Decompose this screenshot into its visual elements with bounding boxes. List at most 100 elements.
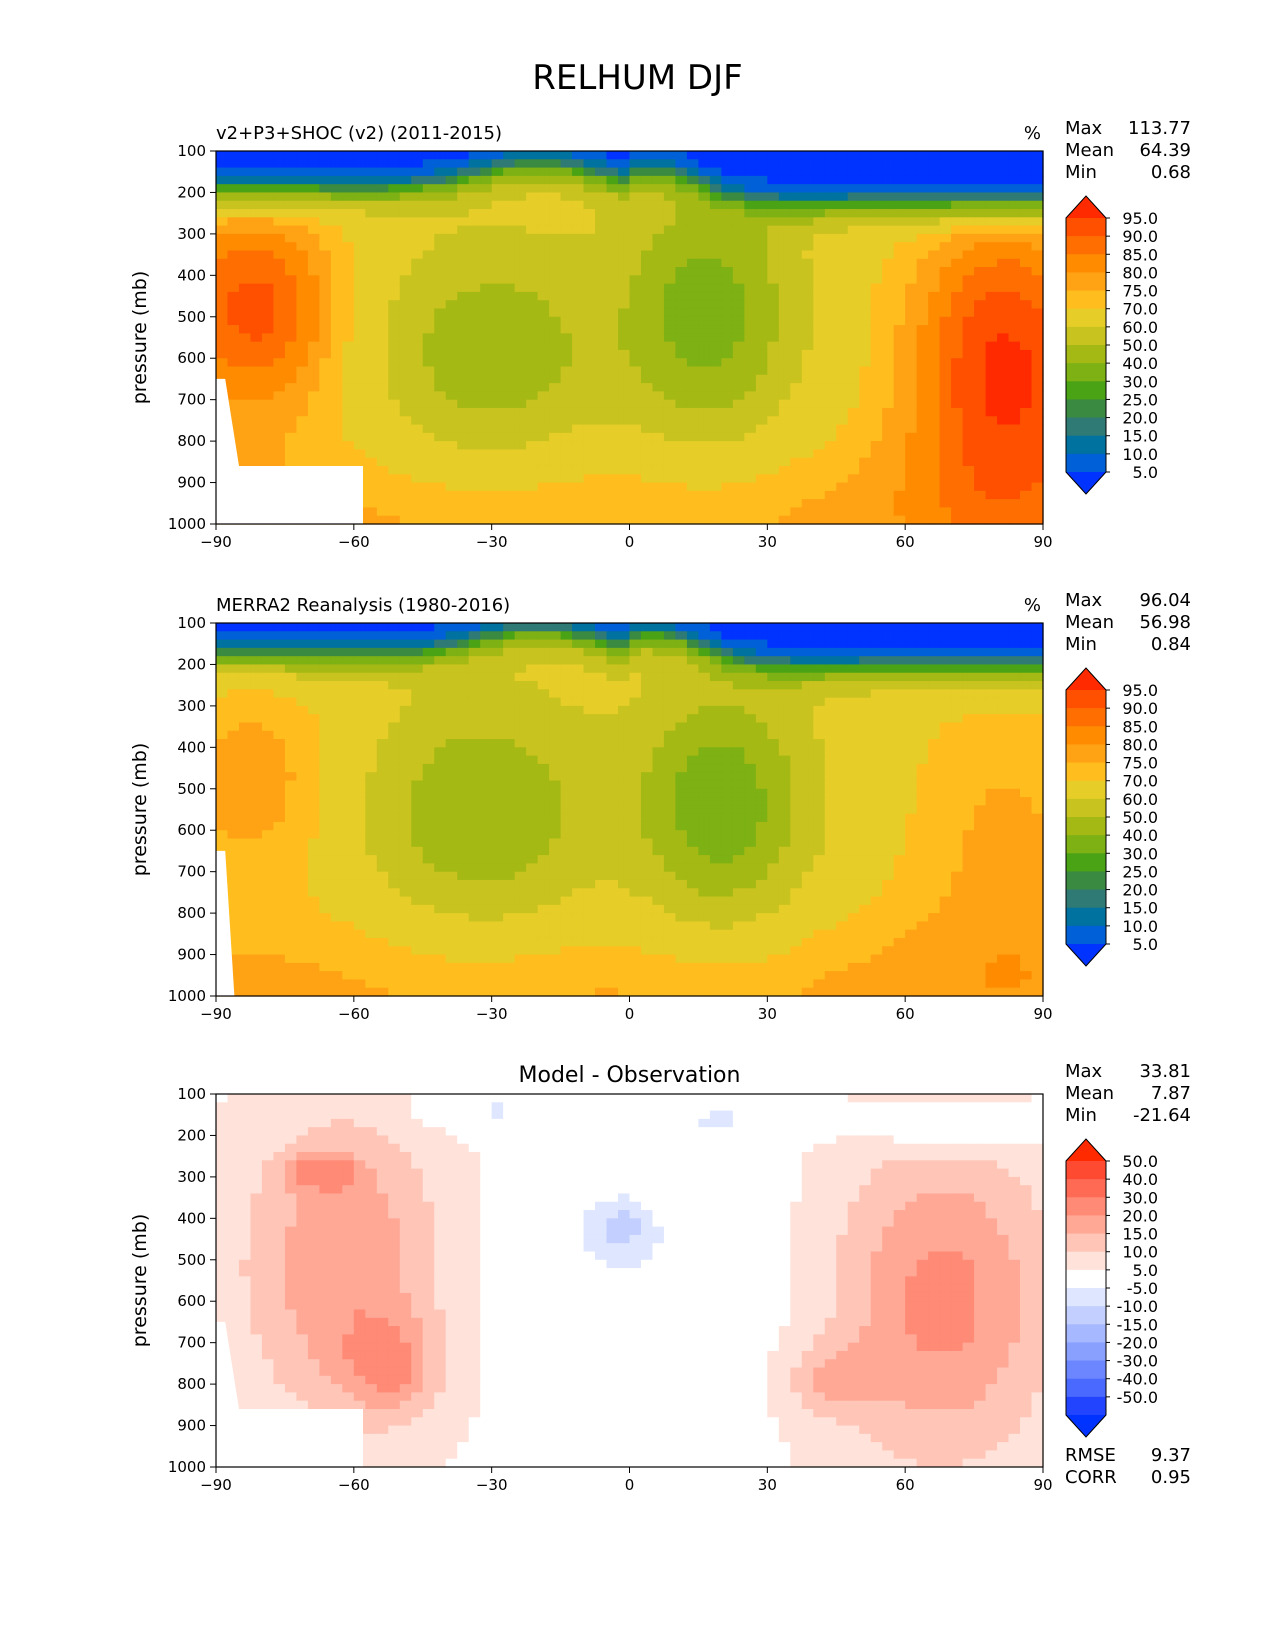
field-cell [365,175,378,185]
field-cell [767,499,780,509]
field-cell [663,151,677,160]
field-cell [618,366,631,376]
field-cell [468,821,481,831]
field-cell [836,175,849,185]
field-cell [549,954,562,964]
field-cell [583,449,596,459]
field-cell [319,954,332,964]
field-cell [526,921,539,931]
field-cell [732,275,745,285]
field-cell [755,383,768,392]
field-cell [560,656,573,666]
field-cell [893,308,906,318]
field-cell [847,341,860,351]
field-cell [503,449,516,459]
field-cell [595,888,608,898]
field-cell [744,374,757,384]
field-cell [790,258,803,268]
field-cell [537,457,550,467]
field-cell [549,399,562,409]
field-cell [744,499,757,509]
field-cell [319,821,332,831]
field-cell [560,374,573,384]
field-cell [434,383,447,392]
field-cell [388,705,401,715]
field-cell [342,730,355,740]
field-cell [250,763,263,773]
field-cell [330,821,343,831]
field-cell [434,747,447,757]
field-cell [261,217,275,227]
field-cell [962,200,975,210]
field-cell [537,689,550,699]
field-cell [330,714,343,724]
field-cell [537,871,550,881]
field-cell [801,316,814,326]
field-cell [273,730,286,740]
field-cell [629,507,642,517]
field-cell [353,929,366,939]
field-cell [261,937,275,947]
field-cell [985,300,998,310]
field-cell [491,863,504,873]
field-cell [882,151,895,160]
field-cell [434,730,447,740]
field-cell [847,151,860,160]
field-cell [595,167,608,177]
field-cell [284,714,298,724]
field-cell [974,250,987,260]
field-cell [353,349,366,359]
field-cell [778,490,791,500]
field-cell [732,424,745,434]
field-cell [273,697,286,707]
field-cell [480,639,493,649]
field-cell [434,374,447,384]
field-cell [755,209,768,218]
field-cell [480,184,493,194]
field-cell [480,797,493,806]
field-cell [365,325,378,334]
field-cell [388,465,401,475]
field-cell [434,846,447,856]
field-cell [939,242,952,252]
field-cell [985,175,998,185]
field-cell [618,233,631,243]
field-cell [951,499,964,509]
field-cell [629,225,642,235]
field-cell [549,971,562,981]
field-cell [457,623,470,632]
field-cell [1008,383,1021,392]
field-cell [307,672,320,682]
field-cell [595,349,608,359]
field-cell [342,697,355,707]
field-cell [365,929,378,939]
field-cell [583,358,596,368]
field-cell [790,432,803,442]
field-cell [491,325,504,334]
field-cell [618,499,631,509]
field-cell [572,465,585,475]
field-cell [801,391,814,401]
field-cell [457,755,470,765]
field-cell [893,258,906,268]
field-cell [365,225,378,235]
field-cell [388,349,401,359]
field-cell [227,846,240,856]
field-cell [629,689,642,699]
field-cell [365,763,378,773]
field-cell [514,159,527,169]
field-cell [238,763,252,773]
field-cell [905,407,918,417]
field-cell [342,242,355,252]
field-cell [859,250,872,260]
field-cell [491,747,504,757]
field-cell [962,499,975,509]
field-cell [284,192,298,202]
field-cell [445,465,458,475]
field-cell [951,441,964,450]
field-cell [583,987,596,997]
field-cell [985,407,998,417]
field-cell [411,283,424,293]
field-cell [537,499,550,509]
field-cell [847,192,860,202]
